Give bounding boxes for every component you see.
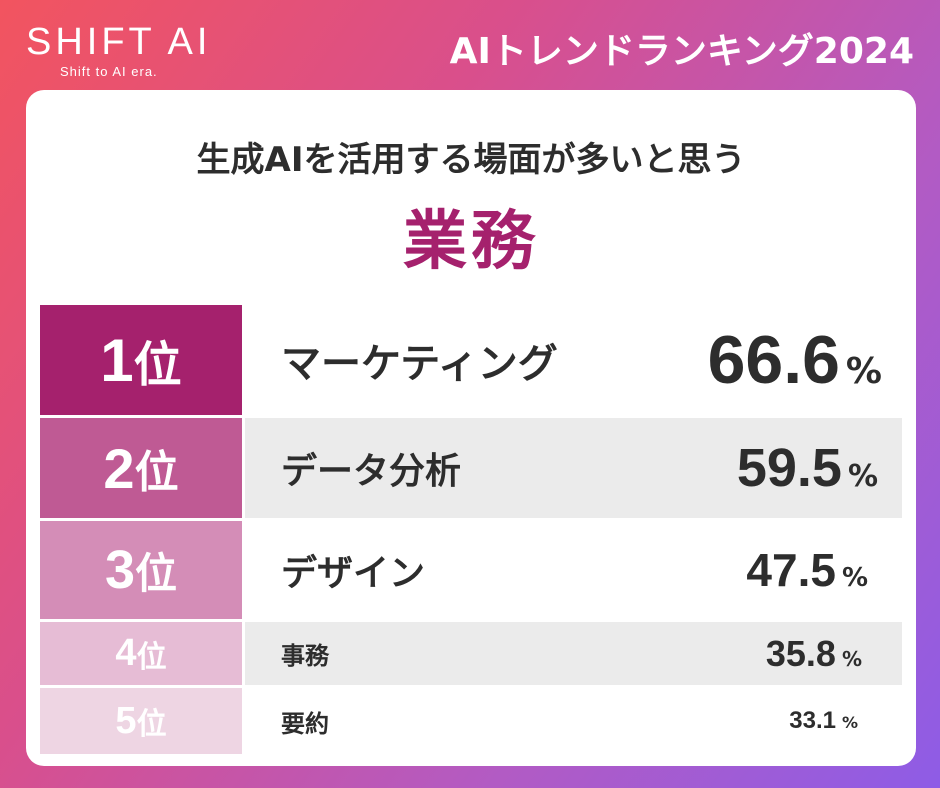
ranking-value-number: 66.6 bbox=[707, 322, 840, 398]
ranking-value-number: 33.1 bbox=[789, 707, 836, 734]
card-title: 業務 bbox=[403, 205, 539, 279]
rank-suffix: 位 bbox=[136, 639, 167, 675]
brand-wordmark: SHIFT AI bbox=[26, 21, 212, 63]
percent-unit: % bbox=[841, 713, 858, 732]
percent-unit: % bbox=[841, 646, 862, 671]
percent-unit: % bbox=[841, 563, 868, 593]
rank-suffix: 位 bbox=[134, 447, 179, 498]
rank-suffix: 位 bbox=[133, 337, 182, 393]
rank-suffix: 位 bbox=[136, 707, 167, 742]
rank-number: 4 bbox=[115, 632, 137, 674]
header-title: AIトレンドランキング2024 bbox=[449, 31, 914, 72]
percent-unit: % bbox=[845, 351, 882, 392]
ranking-value: 47.5% bbox=[746, 543, 902, 597]
rank-number: 2 bbox=[103, 436, 135, 500]
ranking-value-number: 47.5 bbox=[746, 544, 836, 596]
rank-suffix: 位 bbox=[135, 548, 178, 598]
ranking-value: 66.6% bbox=[708, 321, 902, 399]
ranking-label: 事務 bbox=[281, 642, 329, 670]
rank-number: 1 bbox=[100, 326, 134, 394]
ranking-label: マーケティング bbox=[281, 341, 558, 387]
rank-number: 3 bbox=[104, 540, 136, 600]
rank-number: 5 bbox=[115, 699, 137, 742]
percent-unit: % bbox=[847, 459, 878, 494]
brand-logo: SHIFT AI Shift to AI era. bbox=[26, 22, 211, 79]
ranking-value: 59.5% bbox=[737, 437, 902, 499]
brand-tagline: Shift to AI era. bbox=[60, 64, 158, 79]
ranking-label: デザイン bbox=[281, 553, 426, 594]
ranking-value: 33.1% bbox=[789, 707, 902, 735]
card-subtitle: 生成AIを活用する場面が多いと思う bbox=[196, 140, 746, 180]
ranking-label: データ分析 bbox=[281, 451, 462, 492]
ranking-value-number: 35.8 bbox=[765, 632, 836, 674]
ranking-value: 35.8% bbox=[766, 633, 902, 675]
ranking-value-number: 59.5 bbox=[736, 438, 842, 498]
ranking-label: 要約 bbox=[281, 709, 329, 738]
